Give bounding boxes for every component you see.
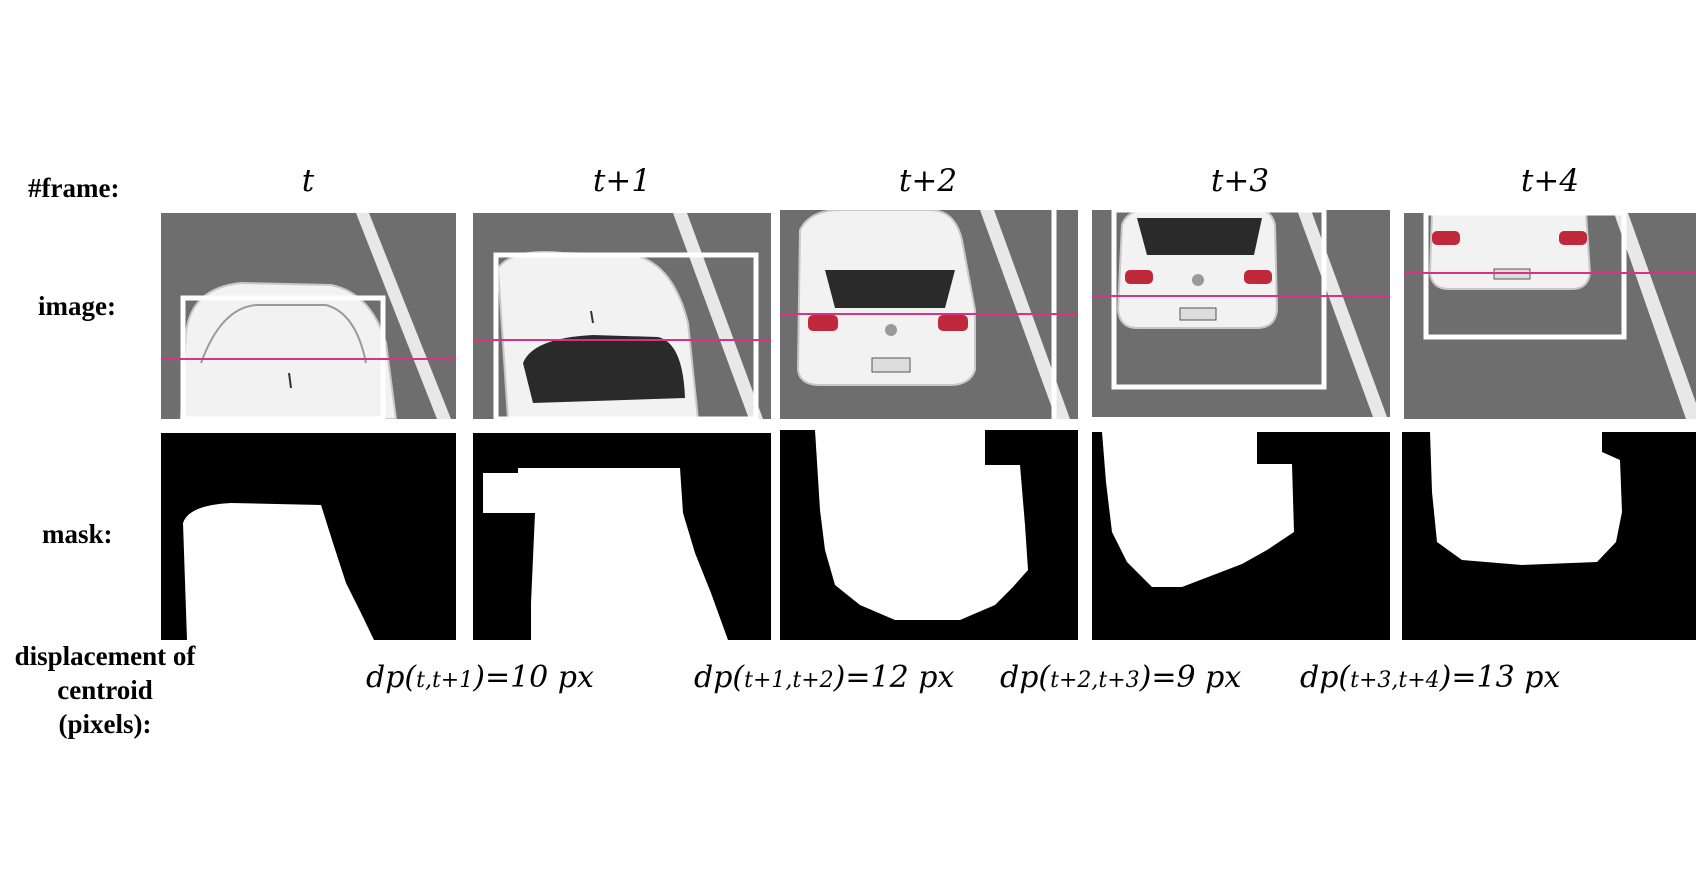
image-panel-t: [161, 213, 456, 419]
segmentation-mask: [473, 433, 771, 640]
displacement-t3-t4: dp(t+3,t+4)=13 px: [1300, 660, 1560, 695]
frame-label-t4: t+4: [1520, 163, 1580, 199]
displacement-row-label: displacement of centroid (pixels):: [10, 640, 200, 741]
dp-value: )=9 px: [1139, 660, 1242, 695]
displacement-t-t1: dp(t,t+1)=10 px: [366, 660, 594, 695]
frame-label-t1: t+1: [592, 163, 652, 199]
segmentation-mask: [161, 433, 456, 640]
mask-panel-t4: [1402, 432, 1696, 640]
mask-panel-t: [161, 433, 456, 640]
image-panel-t2: [780, 210, 1078, 419]
image-row-label: image:: [38, 291, 116, 321]
mask-row-label: mask:: [42, 519, 113, 549]
displacement-label-line1: displacement of: [14, 641, 196, 671]
car-roof-icon: [161, 213, 456, 419]
car-rear-icon: [1092, 210, 1390, 417]
mask-panel-t2: [780, 430, 1078, 640]
mask-panel-t1: [473, 433, 771, 640]
dp-subscript: t,t+1: [416, 668, 474, 693]
image-panel-t4: [1404, 213, 1696, 419]
segmentation-mask: [1402, 432, 1696, 640]
dp-subscript: t+2,t+3: [1050, 668, 1140, 693]
dp-prefix: dp(: [694, 660, 745, 695]
displacement-label-line2: centroid (pixels):: [57, 674, 153, 739]
dp-value: )=13 px: [1439, 660, 1561, 695]
dp-prefix: dp(: [1000, 660, 1051, 695]
frame-row-label: #frame:: [28, 173, 120, 203]
dp-prefix: dp(: [366, 660, 417, 695]
car-rear-icon: [780, 210, 1078, 419]
dp-subscript: t+3,t+4: [1350, 668, 1440, 693]
dp-value: )=12 px: [833, 660, 955, 695]
displacement-t2-t3: dp(t+2,t+3)=9 px: [1000, 660, 1241, 695]
segmentation-mask: [1092, 432, 1390, 640]
frame-label-t: t: [301, 163, 315, 199]
dp-prefix: dp(: [1300, 660, 1351, 695]
frame-label-t2: t+2: [898, 163, 958, 199]
car-roof-icon: [473, 213, 771, 419]
car-rear-icon: [1404, 213, 1696, 419]
frame-label-t3: t+3: [1210, 163, 1270, 199]
dp-subscript: t+1,t+2: [744, 668, 834, 693]
displacement-t1-t2: dp(t+1,t+2)=12 px: [694, 660, 954, 695]
image-panel-t3: [1092, 210, 1390, 417]
dp-value: )=10 px: [473, 660, 594, 695]
mask-panel-t3: [1092, 432, 1390, 640]
segmentation-mask: [780, 430, 1078, 640]
image-panel-t1: [473, 213, 771, 419]
